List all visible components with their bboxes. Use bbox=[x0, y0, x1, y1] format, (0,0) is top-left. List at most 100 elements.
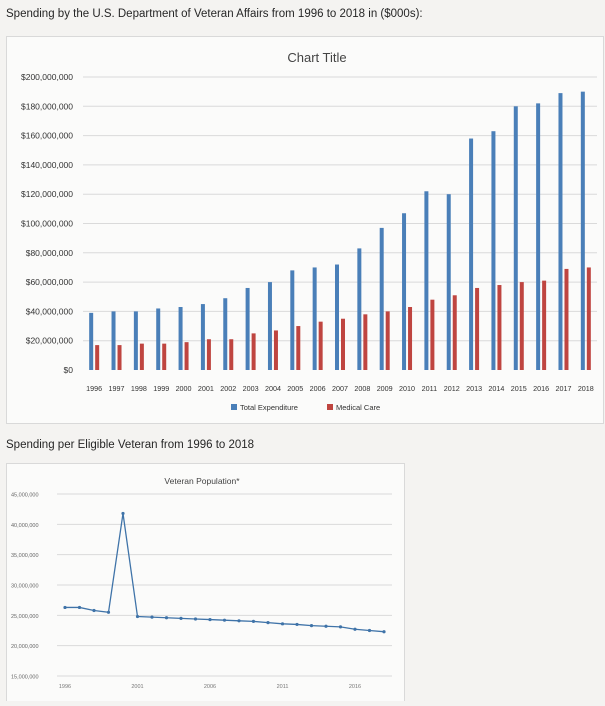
bar-total-expenditure bbox=[469, 138, 474, 370]
y-tick-label: 25,000,000 bbox=[11, 614, 39, 620]
data-point bbox=[338, 625, 343, 629]
bar-total-expenditure bbox=[223, 298, 228, 370]
data-point bbox=[353, 627, 357, 631]
bar-total-expenditure bbox=[335, 264, 339, 370]
bar-total-expenditure bbox=[133, 311, 138, 370]
bar-medical-care bbox=[430, 299, 435, 370]
y-tick-label: $60,000,000 bbox=[26, 277, 74, 287]
data-point bbox=[251, 619, 256, 623]
bar-total-expenditure bbox=[267, 282, 272, 370]
y-tick-label: 40,000,000 bbox=[11, 523, 39, 529]
y-tick-label: $0 bbox=[64, 365, 74, 375]
data-point bbox=[295, 622, 299, 627]
x-tick-label: 1997 bbox=[109, 384, 125, 393]
second-heading: Spending per Eligible Veteran from 1996 … bbox=[6, 439, 255, 451]
legend-label-medical: Medical Care bbox=[336, 403, 380, 412]
bar-medical-care bbox=[564, 268, 569, 370]
bar-medical-care bbox=[452, 295, 457, 370]
data-point bbox=[150, 615, 154, 619]
bar-total-expenditure bbox=[357, 248, 362, 370]
bar-total-expenditure bbox=[402, 213, 407, 370]
data-point bbox=[193, 617, 198, 621]
bar-medical-care bbox=[542, 280, 547, 370]
data-point bbox=[309, 624, 314, 628]
y-tick-label: 20,000,000 bbox=[11, 644, 39, 650]
bar-medical-care bbox=[95, 345, 100, 370]
bar-total-expenditure bbox=[312, 267, 317, 370]
bar-medical-care bbox=[519, 282, 524, 370]
x-tick-label: 2008 bbox=[354, 384, 370, 393]
bar-medical-care bbox=[139, 343, 144, 370]
series-line bbox=[65, 513, 385, 633]
x-tick-label: 2006 bbox=[204, 684, 216, 690]
bar-medical-care bbox=[318, 321, 323, 370]
y-tick-label: $120,000,000 bbox=[21, 189, 73, 199]
bar-medical-care bbox=[586, 267, 591, 370]
x-tick-label: 2015 bbox=[511, 384, 527, 393]
bar-medical-care bbox=[408, 307, 413, 370]
bar-medical-care bbox=[162, 343, 167, 370]
bar-total-expenditure bbox=[111, 311, 116, 370]
data-point bbox=[121, 511, 125, 516]
bar-medical-care bbox=[475, 287, 480, 370]
line-chart-panel: Veteran Population* 15,000,000 20,000,000 2… bbox=[6, 463, 405, 701]
x-tick-label: 2011 bbox=[422, 384, 437, 393]
legend-swatch-medical bbox=[327, 404, 333, 410]
bar-medical-care bbox=[363, 314, 368, 370]
bar-total-expenditure bbox=[446, 194, 451, 370]
x-tick-label: 2011 bbox=[277, 684, 289, 690]
bar-total-expenditure bbox=[200, 304, 205, 370]
bar-total-expenditure bbox=[156, 308, 161, 370]
chart-title: Veteran Population* bbox=[164, 476, 240, 486]
y-tick-label: 45,000,000 bbox=[11, 493, 39, 499]
data-point bbox=[92, 608, 96, 613]
data-point bbox=[135, 614, 140, 619]
bar-medical-care bbox=[206, 339, 211, 370]
main-heading: Spending by the U.S. Department of Veter… bbox=[6, 8, 423, 20]
data-point bbox=[367, 628, 372, 633]
x-tick-label: 1999 bbox=[153, 384, 169, 393]
data-point bbox=[324, 624, 328, 628]
y-tick-label: $20,000,000 bbox=[26, 336, 74, 346]
data-point bbox=[208, 617, 212, 622]
bar-total-expenditure bbox=[424, 191, 429, 370]
x-tick-label: 2001 bbox=[131, 684, 143, 690]
bar-medical-care bbox=[273, 330, 278, 370]
bar-total-expenditure bbox=[379, 227, 384, 370]
x-tick-label: 2005 bbox=[287, 384, 303, 393]
bar-medical-care bbox=[497, 285, 502, 370]
bar-total-expenditure bbox=[536, 103, 541, 371]
bar-total-expenditure bbox=[513, 106, 518, 371]
y-tick-label: $40,000,000 bbox=[26, 306, 74, 316]
y-tick-label: $180,000,000 bbox=[21, 101, 73, 111]
legend-label-total: Total Expenditure bbox=[240, 403, 298, 412]
bar-total-expenditure bbox=[290, 270, 295, 370]
x-tick-label: 2013 bbox=[466, 384, 482, 393]
x-tick-label: 2016 bbox=[533, 384, 549, 393]
bar-medical-care bbox=[117, 345, 122, 370]
bar-medical-care bbox=[184, 342, 189, 370]
y-tick-label: $140,000,000 bbox=[21, 160, 73, 170]
x-tick-label: 2010 bbox=[399, 384, 415, 393]
x-tick-label: 2016 bbox=[349, 684, 361, 690]
x-tick-label: 2009 bbox=[377, 384, 393, 393]
bar-medical-care bbox=[341, 318, 345, 370]
y-tick-label: $100,000,000 bbox=[21, 219, 73, 229]
y-tick-label: 30,000,000 bbox=[11, 584, 39, 590]
bar-total-expenditure bbox=[558, 93, 563, 371]
bar-chart: Chart Title $0 $20,000,000 $40,000,000 $60,0… bbox=[21, 50, 597, 412]
data-point bbox=[164, 616, 169, 620]
chart-title: Chart Title bbox=[287, 50, 346, 65]
y-tick-label: $80,000,000 bbox=[26, 248, 74, 258]
data-point bbox=[280, 622, 285, 626]
legend-swatch-total bbox=[231, 404, 237, 410]
bar-medical-care bbox=[296, 326, 301, 370]
bar-total-expenditure bbox=[245, 287, 250, 370]
bar-medical-care bbox=[229, 339, 234, 370]
bar-chart-panel: Chart Title $0 $20,000,000 $40,000,000 $60,0… bbox=[6, 36, 604, 424]
x-tick-label: 2018 bbox=[578, 384, 594, 393]
legend: Total Expenditure Medical Care bbox=[231, 403, 380, 412]
x-tick-label: 2004 bbox=[265, 384, 281, 393]
x-tick-label: 2017 bbox=[555, 384, 571, 393]
bar-total-expenditure bbox=[491, 131, 496, 370]
